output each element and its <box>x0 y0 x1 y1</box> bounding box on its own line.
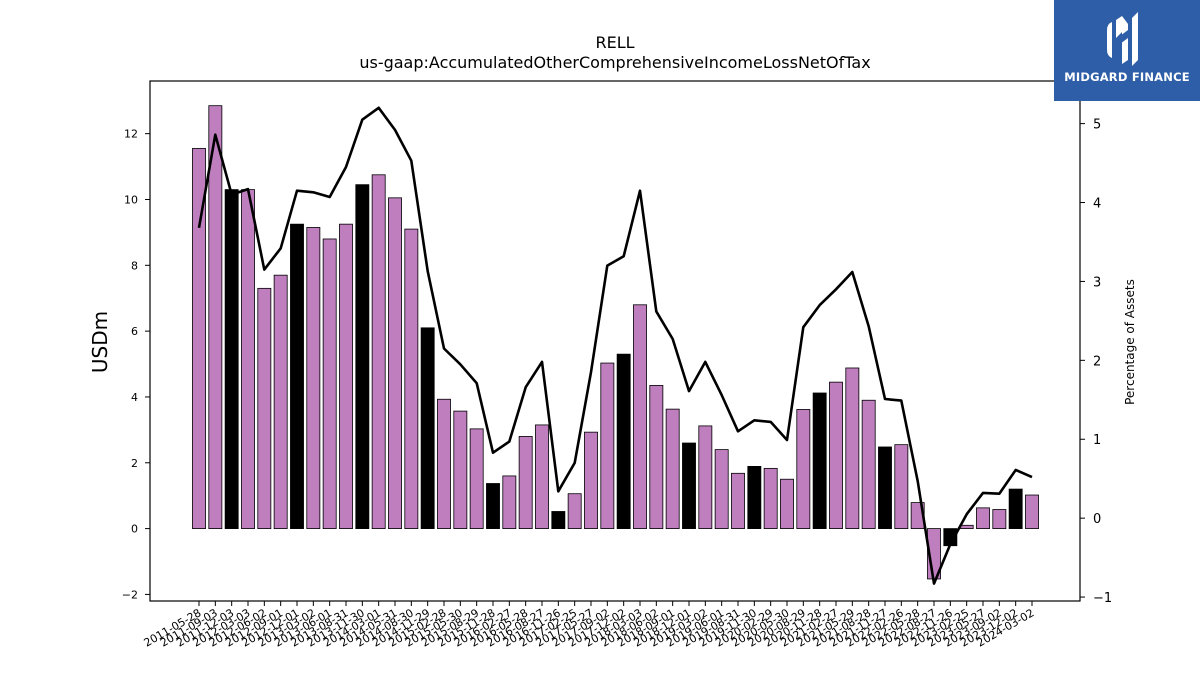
bar <box>633 304 647 529</box>
bar <box>878 446 892 529</box>
bar <box>829 381 843 529</box>
y-axis-label: USDm <box>88 311 112 373</box>
bar <box>796 409 811 529</box>
plot-frame <box>149 80 1081 602</box>
bar <box>992 509 1007 529</box>
y-tick-label: 8 <box>131 259 138 272</box>
y-tick-label: 4 <box>131 391 138 404</box>
y2-tick-label: 4 <box>1093 197 1101 212</box>
bar <box>584 431 598 529</box>
bar <box>959 524 974 529</box>
bar <box>355 184 370 529</box>
bar <box>437 398 451 529</box>
bar <box>1008 488 1023 529</box>
bar <box>567 493 582 529</box>
bar <box>224 189 239 529</box>
y-tick-label: −2 <box>122 588 138 601</box>
bar <box>861 399 876 529</box>
bar <box>665 408 680 529</box>
bar <box>976 507 990 529</box>
bar <box>894 444 909 529</box>
bar <box>780 478 794 529</box>
y2-tick-label: 0 <box>1093 512 1101 527</box>
y-tick-label: 12 <box>124 128 138 141</box>
bar <box>273 274 288 529</box>
bar <box>845 367 860 529</box>
bar <box>682 442 696 529</box>
bar <box>306 227 321 529</box>
bar <box>486 483 500 529</box>
bar <box>763 467 778 529</box>
bar <box>535 424 549 529</box>
y-tick-label: 2 <box>131 457 138 470</box>
y2-tick-label: 1 <box>1093 433 1101 448</box>
bar <box>208 105 223 529</box>
bars-layer <box>192 105 1039 580</box>
bar <box>257 287 272 529</box>
bar <box>600 362 615 529</box>
y2-tick-label: 5 <box>1093 118 1101 133</box>
y2-tick-label: −1 <box>1093 591 1112 606</box>
bar <box>714 449 729 529</box>
bar <box>649 385 664 529</box>
brand-name: MIDGARD FINANCE <box>1064 70 1190 84</box>
bar <box>551 511 566 529</box>
bar <box>322 238 337 529</box>
bar <box>192 148 206 529</box>
y2-tick-label: 2 <box>1093 354 1101 369</box>
y-tick-label: 6 <box>131 325 138 338</box>
y2-axis-label: Percentage of Assets <box>1123 279 1137 405</box>
y-tick-label: 10 <box>124 193 138 206</box>
series-line <box>197 106 1033 585</box>
chart-subtitle: us-gaap:AccumulatedOtherComprehensiveInc… <box>359 53 870 72</box>
bar <box>502 475 517 529</box>
brand-logo: MIDGARD FINANCE <box>1054 0 1200 101</box>
bar <box>616 353 631 529</box>
logo-mark-icon <box>1107 12 1138 66</box>
bar <box>812 392 827 529</box>
bar <box>469 428 484 529</box>
y-tick-label: 0 <box>131 523 138 536</box>
bar <box>371 174 386 529</box>
bar <box>404 228 419 529</box>
bar <box>339 223 353 529</box>
bar <box>388 197 402 529</box>
bar <box>290 223 304 529</box>
line-layer <box>197 106 1033 585</box>
bar <box>747 465 762 529</box>
bar <box>518 436 533 529</box>
y2-tick-label: 3 <box>1093 275 1101 290</box>
bar <box>241 189 255 529</box>
bar <box>698 425 713 529</box>
bar <box>453 410 468 529</box>
bar <box>731 472 745 529</box>
bar <box>1025 494 1039 529</box>
chart-title: RELL <box>595 33 634 52</box>
bar <box>420 327 435 529</box>
